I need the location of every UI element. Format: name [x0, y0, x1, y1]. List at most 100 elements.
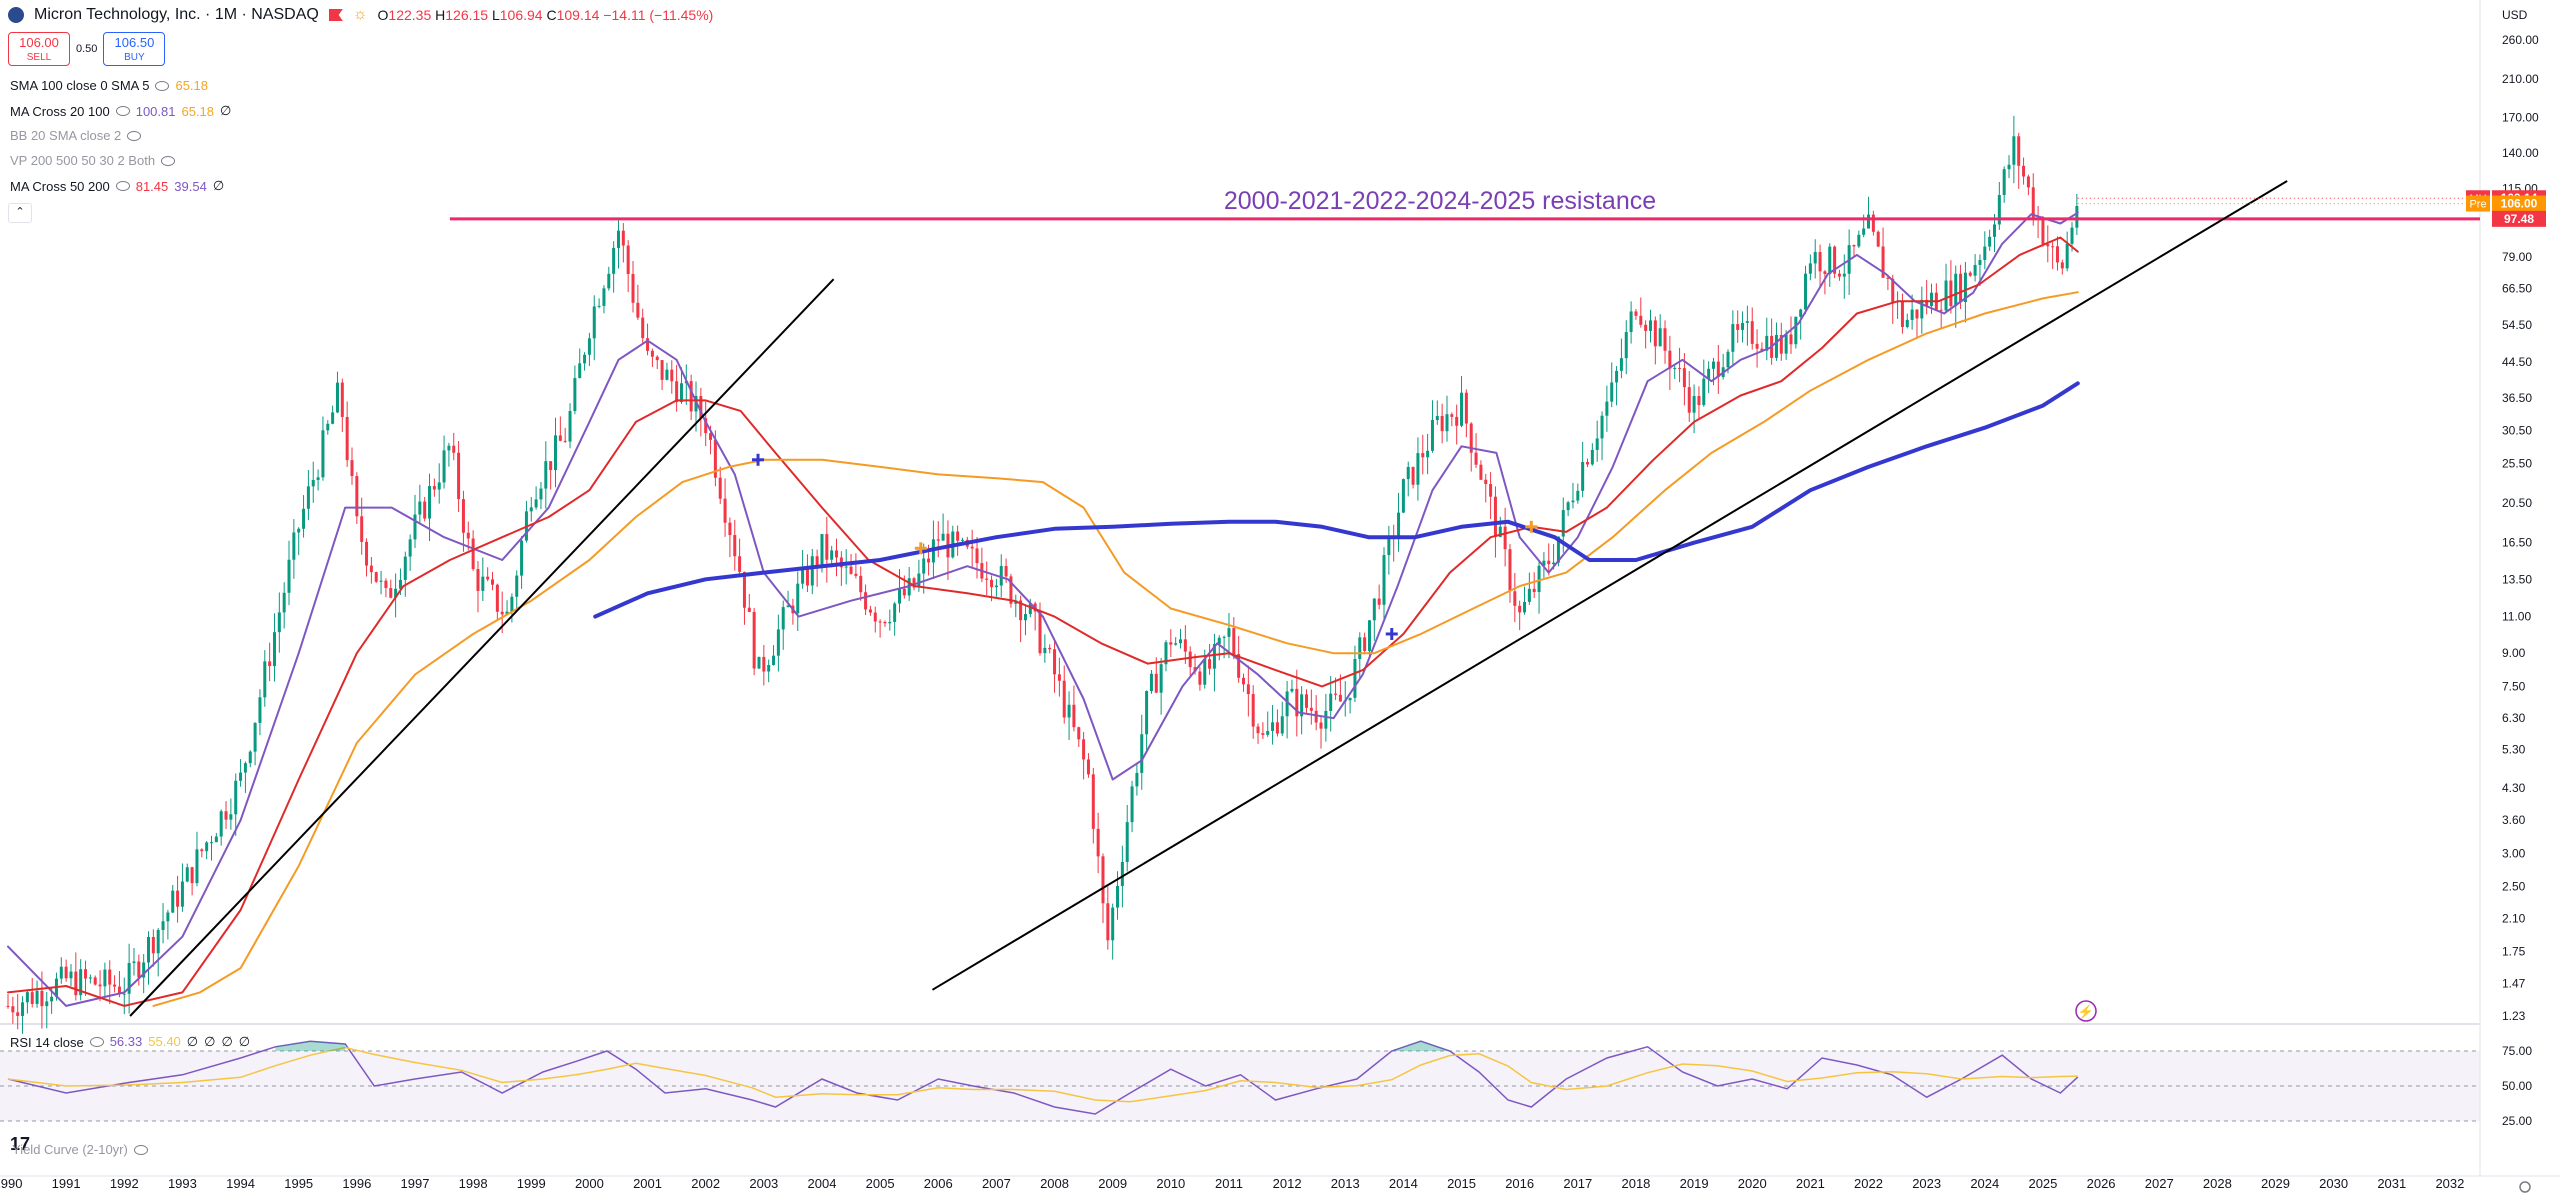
collapse-legend-button[interactable]: ⌃ — [8, 203, 32, 223]
price-tick-label: 25.50 — [2502, 456, 2532, 470]
candle-body — [1532, 588, 1536, 592]
candle-body — [631, 274, 635, 303]
candle-body — [69, 971, 73, 979]
candle-body — [699, 396, 703, 419]
eye-icon[interactable] — [89, 1037, 104, 1047]
candle-body — [1610, 382, 1614, 402]
eye-icon[interactable] — [161, 155, 176, 166]
time-tick-label: 2012 — [1273, 1176, 1302, 1191]
candle-body — [1460, 392, 1464, 426]
eye-icon[interactable] — [127, 130, 142, 141]
time-tick-label: 2002 — [691, 1176, 720, 1191]
candle-body — [1154, 673, 1158, 693]
time-tick-label: 2017 — [1563, 1176, 1592, 1191]
eye-icon[interactable] — [115, 181, 130, 191]
currency-label[interactable]: USD — [2502, 8, 2528, 22]
indicator-row[interactable]: MA Cross 20 100 100.81 65.18 ∅ — [10, 103, 231, 119]
candle-body — [1053, 649, 1057, 675]
price-tick-label: 36.50 — [2502, 391, 2532, 405]
time-tick-label: 2021 — [1796, 1176, 1825, 1191]
candle-body — [1363, 637, 1367, 651]
candle-body — [1280, 716, 1284, 734]
candle-body — [398, 579, 402, 589]
price-label[interactable]: Pre 106.00 — [2466, 195, 2546, 212]
candle-body — [1048, 647, 1052, 650]
sell-button[interactable]: 106.00 SELL — [8, 32, 70, 66]
price-tick-label: 9.00 — [2502, 646, 2526, 660]
candle-body — [544, 461, 548, 489]
candle-body — [742, 571, 746, 608]
price-tick-label: 1.23 — [2502, 1009, 2526, 1023]
candle-body — [311, 480, 315, 487]
candle-body — [1653, 320, 1657, 347]
candle-body — [40, 990, 44, 1007]
candle-body — [428, 486, 432, 519]
time-axis[interactable]: 1990 1991 1992 1993 1994 1995 1996 1997 1998 1999… — [0, 1175, 2560, 1193]
eye-icon[interactable] — [155, 80, 170, 91]
candle-body — [50, 996, 54, 1002]
candle-body — [200, 849, 204, 852]
candle-body — [1944, 280, 1948, 311]
candle-body — [1023, 614, 1027, 621]
candle-body — [326, 423, 330, 431]
candle-body — [1755, 343, 1759, 349]
eye-off-icon[interactable] — [133, 1144, 148, 1155]
candle-body — [529, 507, 533, 512]
candle-body — [1867, 214, 1871, 229]
candle-body — [1062, 680, 1066, 718]
flag-icon[interactable] — [328, 9, 343, 21]
indicator-row[interactable]: MA Cross 50 200 81.45 39.54 ∅ — [10, 178, 224, 194]
indicator-label: MA Cross 50 200 — [10, 178, 110, 194]
candle-body — [219, 811, 223, 837]
candle-body — [583, 354, 587, 364]
candle-body — [568, 411, 572, 442]
price-tick-label: 54.50 — [2502, 318, 2532, 332]
candle-body — [1164, 642, 1168, 665]
rsi-overbought-fill — [1391, 1041, 1450, 1051]
sun-icon: ☼ — [352, 6, 368, 23]
candle-body — [1968, 272, 1972, 276]
candle-body — [897, 588, 901, 604]
candle-body — [1382, 555, 1386, 605]
candle-body — [176, 890, 180, 907]
candle-body — [1295, 688, 1299, 717]
candle-body — [35, 990, 39, 1004]
symbol-title[interactable]: Micron Technology, Inc. · 1M · NASDAQ — [34, 6, 319, 23]
price-label[interactable]: 97.48 — [2492, 210, 2546, 227]
candle-body — [776, 629, 780, 656]
candle-body — [156, 930, 160, 954]
buy-button[interactable]: 106.50 BUY — [103, 32, 166, 66]
candle-body — [1561, 510, 1565, 537]
candle-body — [1799, 309, 1803, 317]
candle-body — [442, 450, 446, 483]
eye-icon[interactable] — [115, 106, 130, 116]
indicator-row[interactable]: VP 200 500 50 30 2 Both — [10, 153, 176, 168]
cross-marker — [752, 453, 765, 466]
price-tick-label: 6.30 — [2502, 711, 2526, 725]
candle-body — [1615, 370, 1619, 383]
candle-body — [88, 977, 92, 979]
candle-body — [738, 556, 742, 572]
price-label-box — [2492, 210, 2546, 227]
candle-body — [1954, 273, 1958, 307]
price-axis[interactable]: 260.00210.00170.00140.00115.0079.0066.50… — [2466, 33, 2546, 1128]
candle-body — [1411, 466, 1415, 485]
candle-body — [1498, 526, 1502, 537]
candle-body — [1556, 536, 1560, 563]
indicator-row[interactable]: BB 20 SMA close 2 — [10, 128, 142, 143]
time-tick-label: 2000 — [575, 1176, 604, 1191]
indicator-row[interactable]: SMA 100 close 0 SMA 5 65.18 — [10, 78, 208, 93]
indicator-label: VP 200 500 50 30 2 Both — [10, 153, 156, 168]
candle-body — [1387, 537, 1391, 556]
indicator-label: MA Cross 20 100 — [10, 103, 110, 119]
price-label-value: 106.00 — [2501, 197, 2538, 211]
candle-body — [757, 656, 761, 669]
time-tick-label: 2010 — [1156, 1176, 1185, 1191]
candle-body — [679, 383, 683, 403]
time-tick-label: 2020 — [1738, 1176, 1767, 1191]
candle-body — [2051, 246, 2055, 248]
candle-body — [1285, 691, 1289, 717]
candle-body — [1426, 450, 1430, 458]
candle-body — [985, 578, 989, 580]
